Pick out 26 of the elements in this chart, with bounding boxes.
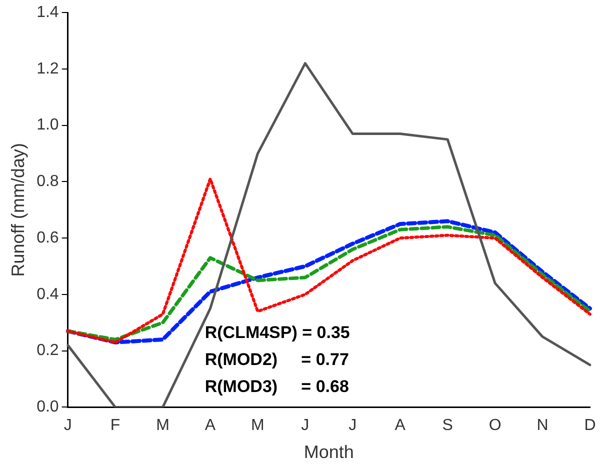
x-tick-label: J: [64, 417, 72, 434]
x-tick-label: A: [394, 417, 406, 434]
x-tick-label: J: [301, 417, 310, 434]
x-tick-label: N: [536, 417, 548, 434]
y-tick-label: 0.8: [36, 173, 59, 190]
y-tick-label: 0.4: [36, 286, 59, 303]
y-tick-label: 0.0: [36, 398, 59, 416]
annotation: R(MOD2) = 0.77: [204, 350, 349, 369]
x-axis-title: Month: [304, 442, 354, 462]
x-tick-label: S: [442, 417, 453, 434]
y-axis-title: Runoff (mm/day): [8, 143, 28, 277]
x-tick-label: J: [348, 417, 357, 434]
line-series: [66, 177, 592, 344]
x-tick-label: O: [488, 417, 502, 434]
annotation: R(MOD3) = 0.68: [204, 376, 349, 396]
x-tick-label: D: [584, 417, 596, 434]
y-tick-label: 1.4: [36, 4, 59, 22]
y-tick-label: 1.0: [36, 116, 59, 134]
y-tick-label: 0.6: [36, 229, 59, 246]
y-tick-label: 0.2: [36, 342, 59, 360]
x-tick-label: M: [251, 417, 264, 434]
annotation: R(CLM4SP) = 0.35: [204, 322, 350, 342]
x-tick-label: M: [156, 417, 170, 434]
y-tick-label: 1.2: [36, 60, 59, 78]
x-tick-label: F: [110, 417, 120, 434]
x-tick-label: A: [204, 417, 216, 434]
